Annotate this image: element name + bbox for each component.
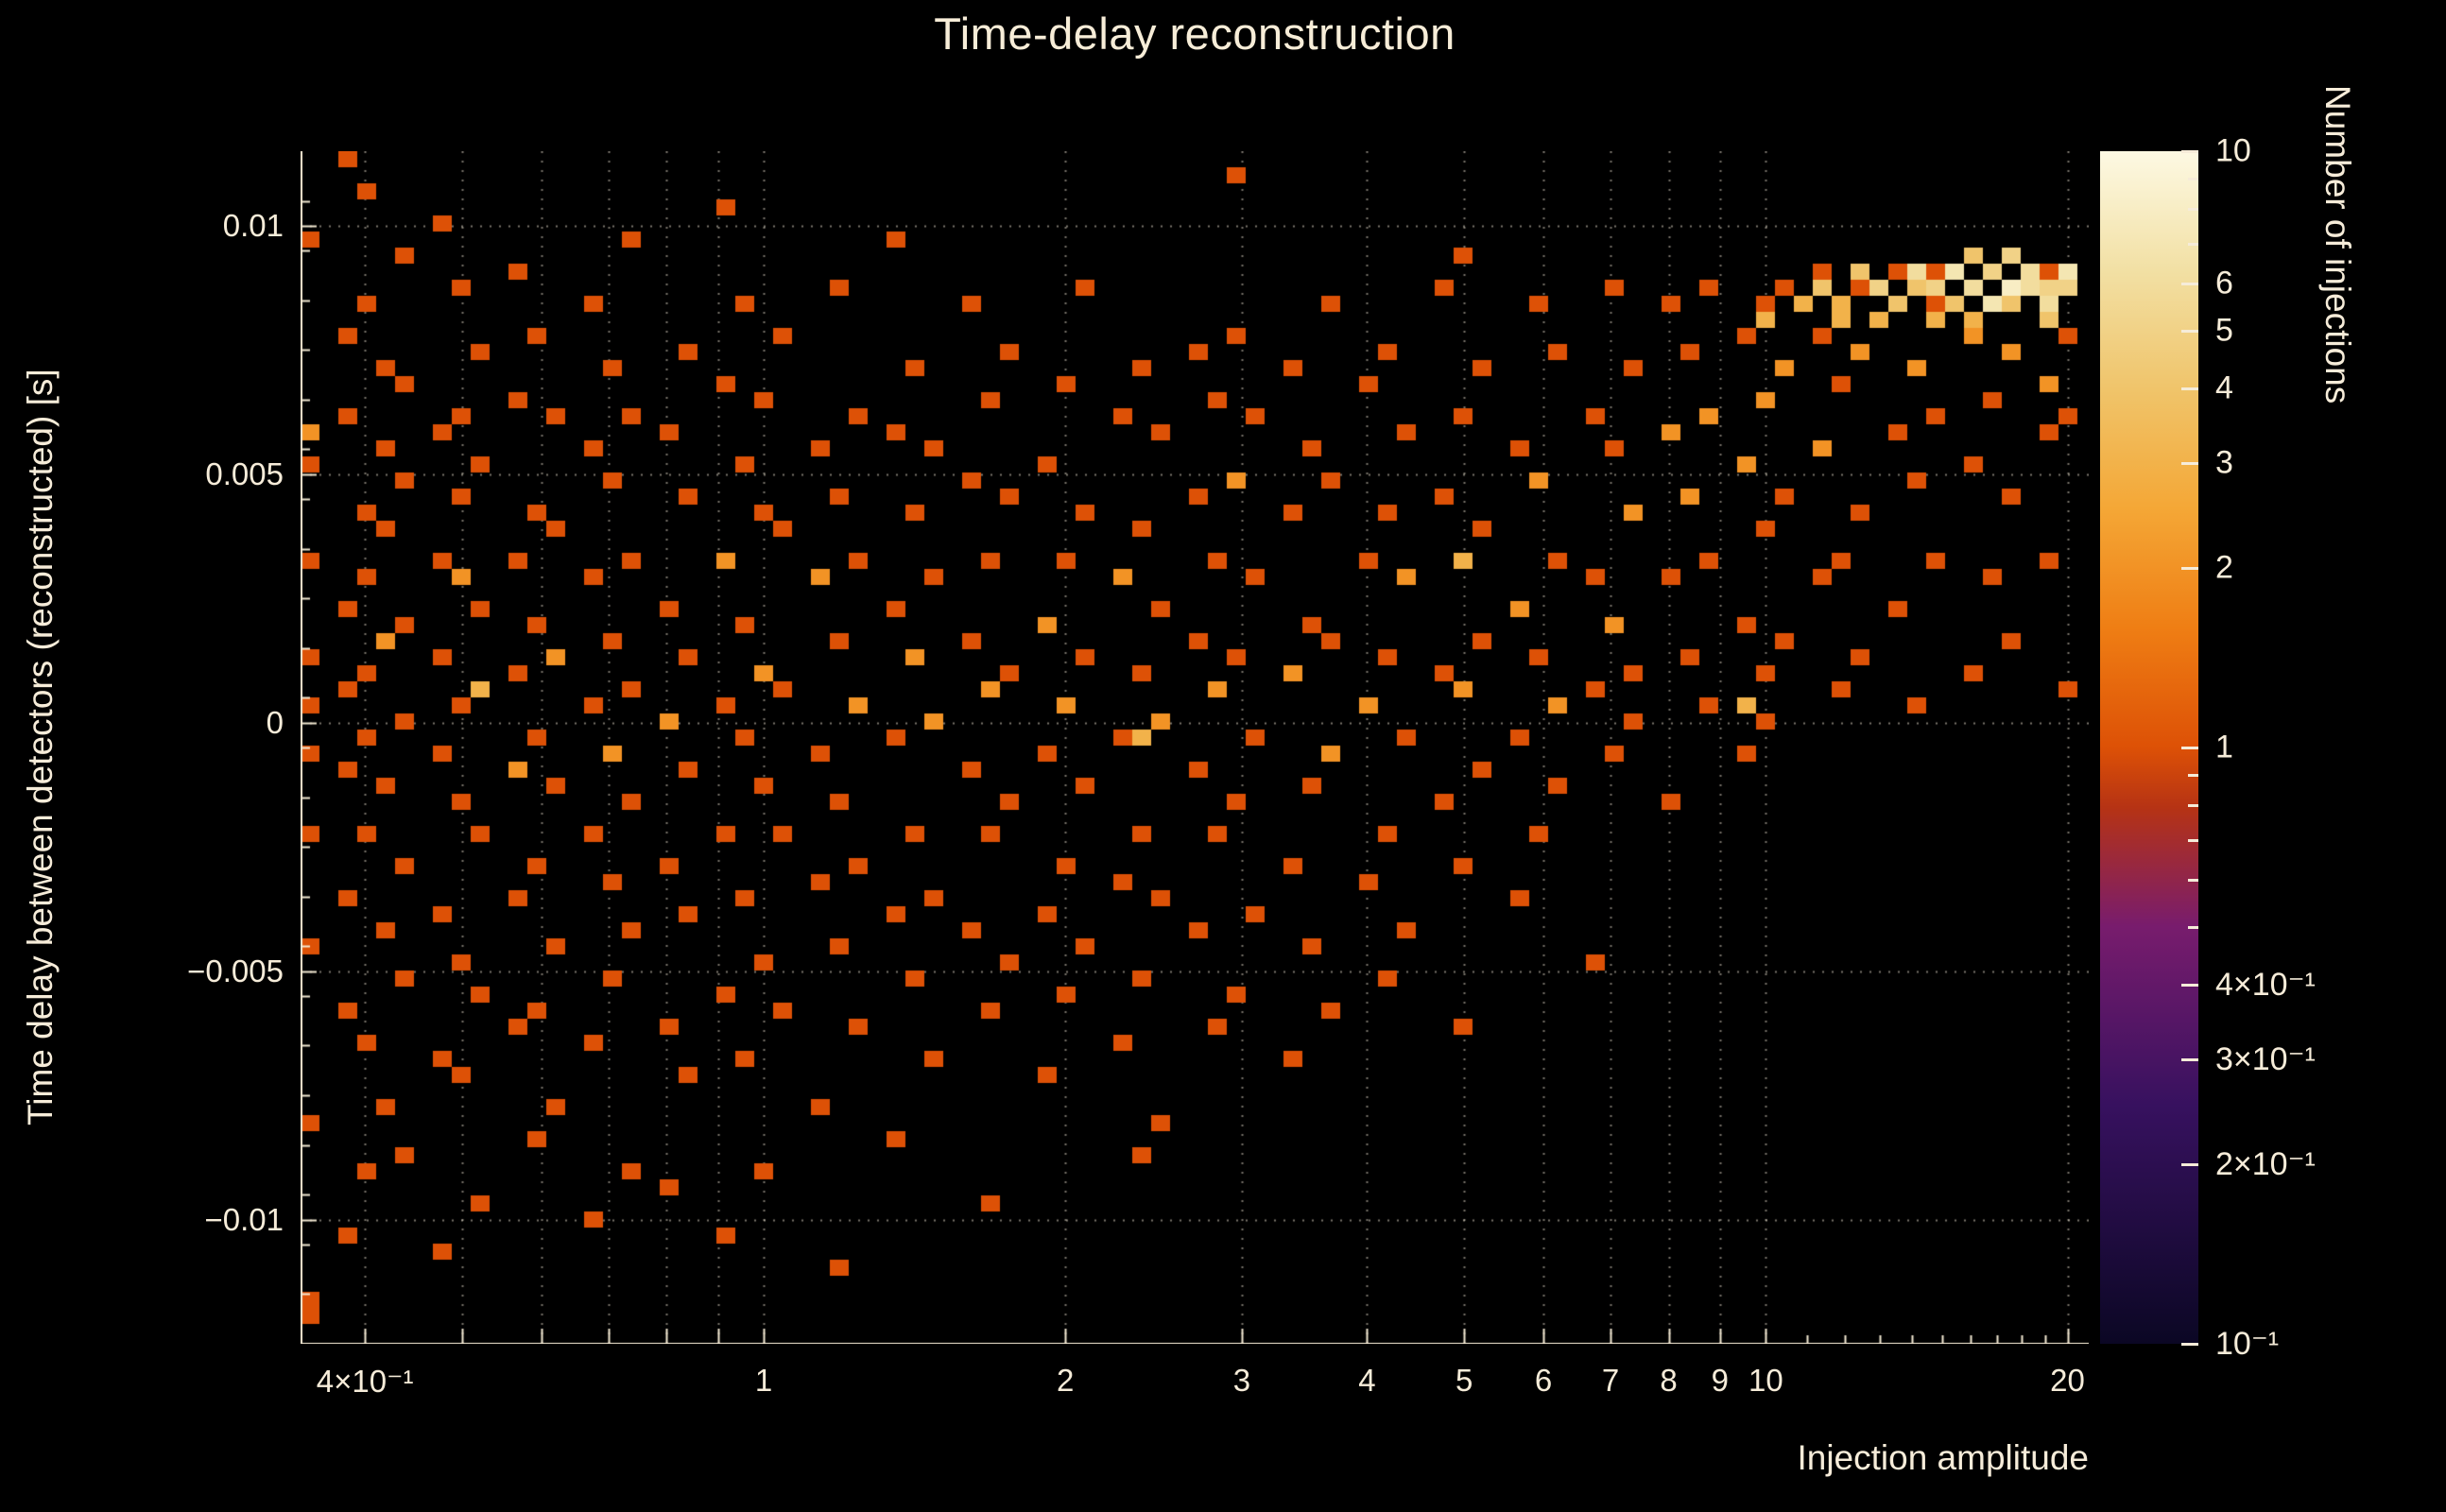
colorbar-tick-label: 4×10⁻¹ (2215, 967, 2316, 1004)
heatmap-plot-area (301, 151, 2089, 1344)
y-tick-label: 0.005 (205, 455, 284, 491)
x-tick-label: 10 (1748, 1363, 1783, 1398)
x-tick-label: 8 (1660, 1363, 1678, 1398)
colorbar-minor-tick-mark (2188, 804, 2198, 808)
chart-title: Time-delay reconstruction (934, 9, 1456, 59)
colorbar-minor-tick-mark (2188, 925, 2198, 929)
colorbar-tick-mark (2181, 747, 2198, 749)
y-tick-label: −0.005 (187, 953, 284, 988)
x-tick-label: 3 (1232, 1363, 1251, 1398)
colorbar-tick-label: 1 (2215, 729, 2233, 765)
colorbar-tick-mark (2181, 1057, 2198, 1061)
colorbar-tick-mark (2181, 567, 2198, 571)
colorbar-title: Number of injections (2318, 85, 2357, 404)
colorbar-minor-tick-mark (2188, 838, 2198, 842)
colorbar-minor-tick-mark (2188, 208, 2198, 212)
colorbar-tick-label: 2×10⁻¹ (2215, 1146, 2316, 1183)
y-tick-label: 0.01 (222, 207, 284, 243)
colorbar-tick-mark (2181, 150, 2198, 153)
colorbar-minor-tick-mark (2188, 773, 2198, 777)
x-axis-title: Injection amplitude (1797, 1438, 2089, 1477)
x-tick-label: 1 (754, 1363, 773, 1398)
colorbar-tick-mark (2181, 1343, 2198, 1346)
x-tick-label: 9 (1711, 1363, 1730, 1398)
colorbar-minor-tick-mark (2188, 242, 2198, 246)
colorbar-tick-label: 6 (2215, 265, 2233, 301)
colorbar-tick-mark (2181, 329, 2198, 333)
x-tick-label: 4 (1358, 1363, 1376, 1398)
colorbar-tick-label: 10⁻¹ (2215, 1326, 2280, 1362)
colorbar-tick-label: 5 (2215, 312, 2233, 349)
colorbar-tick-label: 2 (2215, 549, 2233, 586)
colorbar-tick-mark (2181, 387, 2198, 391)
colorbar-tick-mark (2181, 282, 2198, 285)
colorbar-minor-tick-mark (2188, 878, 2198, 882)
x-tick-label: 4×10⁻¹ (316, 1364, 414, 1399)
colorbar-tick-mark (2181, 1163, 2198, 1167)
colorbar-tick-mark (2181, 984, 2198, 988)
y-axis-title: Time delay between detectors (reconstruc… (21, 369, 60, 1126)
x-tick-label: 6 (1534, 1363, 1553, 1398)
colorbar-tick-label: 3 (2215, 444, 2233, 481)
y-tick-label: 0 (266, 704, 284, 740)
colorbar-tick-label: 4 (2215, 369, 2233, 406)
x-tick-label: 20 (2050, 1363, 2085, 1398)
colorbar-tick-mark (2181, 461, 2198, 465)
x-tick-label: 2 (1057, 1363, 1075, 1398)
colorbar-tick-label: 3×10⁻¹ (2215, 1040, 2316, 1077)
x-tick-label: 7 (1601, 1363, 1620, 1398)
x-tick-label: 5 (1455, 1363, 1473, 1398)
y-tick-label: −0.01 (204, 1201, 284, 1237)
colorbar-tick-label: 10 (2215, 132, 2251, 169)
colorbar-minor-tick-mark (2188, 177, 2198, 180)
